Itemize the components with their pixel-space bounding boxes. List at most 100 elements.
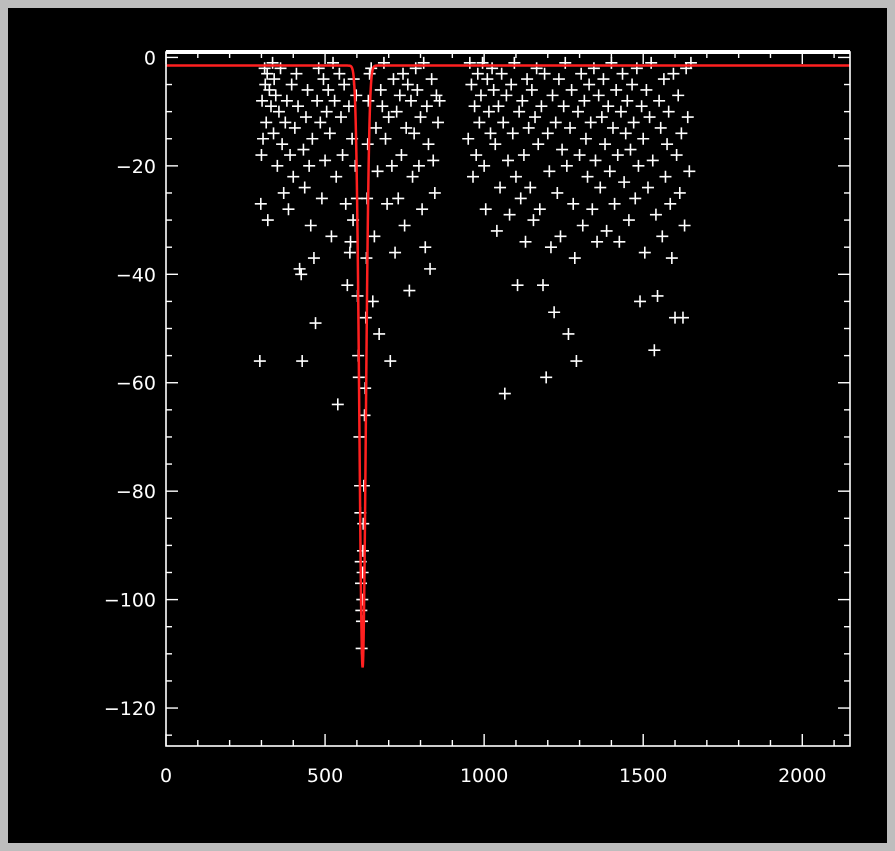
data-point <box>681 111 694 124</box>
data-point <box>404 94 417 107</box>
x-tick-label: 1500 <box>619 765 667 787</box>
data-point <box>417 56 430 69</box>
data-point <box>258 62 271 75</box>
data-point <box>376 100 389 113</box>
data-point <box>285 78 298 91</box>
data-point <box>325 230 338 243</box>
data-point <box>632 159 645 172</box>
data-point <box>331 398 344 411</box>
data-point <box>269 89 282 102</box>
data-point <box>646 154 659 167</box>
data-point <box>393 89 406 102</box>
data-point <box>377 56 390 69</box>
data-point <box>470 149 483 162</box>
data-point <box>492 100 505 113</box>
data-point <box>576 219 589 232</box>
data-point <box>397 67 410 80</box>
data-point <box>299 111 312 124</box>
data-point <box>608 197 621 210</box>
data-point <box>363 67 376 80</box>
data-point <box>536 279 549 292</box>
data-point <box>683 165 696 178</box>
data-point <box>659 170 672 183</box>
data-point <box>640 83 653 96</box>
x-tick-label: 500 <box>307 765 343 787</box>
data-point <box>465 78 478 91</box>
data-point <box>661 138 674 151</box>
data-point <box>467 170 480 183</box>
data-point <box>595 111 608 124</box>
data-point <box>529 111 542 124</box>
data-point <box>565 83 578 96</box>
data-point <box>296 355 309 368</box>
data-point <box>432 116 445 129</box>
y-tick-label: 0 <box>144 47 156 69</box>
data-point <box>398 219 411 232</box>
data-point <box>521 73 534 86</box>
data-point <box>581 170 594 183</box>
data-point <box>382 111 395 124</box>
data-point <box>323 127 336 140</box>
data-point <box>424 262 437 275</box>
data-point <box>571 105 584 118</box>
data-point <box>254 197 267 210</box>
data-point <box>606 121 619 134</box>
data-point <box>315 192 328 205</box>
data-point <box>648 344 661 357</box>
data-point <box>422 138 435 151</box>
data-point <box>603 165 616 178</box>
data-point <box>314 116 327 129</box>
data-point <box>503 208 516 221</box>
data-point <box>656 230 669 243</box>
data-point <box>267 127 280 140</box>
data-point <box>489 138 502 151</box>
data-point <box>414 111 427 124</box>
data-point <box>684 56 697 69</box>
data-point <box>339 197 352 210</box>
data-point <box>356 566 369 579</box>
data-point <box>301 83 314 96</box>
data-point <box>255 149 268 162</box>
data-point <box>369 121 382 134</box>
y-tick-label: −80 <box>116 481 156 503</box>
data-point <box>387 73 400 86</box>
x-tick-label: 0 <box>160 765 172 787</box>
data-point <box>256 94 269 107</box>
data-point <box>428 186 441 199</box>
data-point <box>295 268 308 281</box>
data-point <box>264 100 277 113</box>
x-tick-label: 1000 <box>460 765 508 787</box>
data-point <box>629 192 642 205</box>
data-point <box>274 62 287 75</box>
data-point <box>306 132 319 145</box>
data-point <box>645 56 658 69</box>
data-point <box>333 67 346 80</box>
data-point <box>297 143 310 156</box>
data-point <box>564 121 577 134</box>
data-point <box>559 56 572 69</box>
data-point <box>279 116 292 129</box>
data-point <box>570 355 583 368</box>
data-point <box>317 73 330 86</box>
data-point <box>276 138 289 151</box>
axes: 0 500 1000 1500 2000 0 −20 −40 −60 −80 −100 −120 <box>104 47 851 787</box>
data-point <box>517 149 530 162</box>
data-point <box>342 100 355 113</box>
data-point <box>557 100 570 113</box>
data-point <box>304 219 317 232</box>
data-point <box>390 105 403 118</box>
data-point <box>433 94 446 107</box>
y-tick-label: −60 <box>116 373 156 395</box>
data-point <box>500 89 513 102</box>
data-point <box>311 94 324 107</box>
data-point <box>468 100 481 113</box>
data-point <box>519 235 532 248</box>
data-point <box>290 67 303 80</box>
data-point <box>592 89 605 102</box>
data-point <box>616 67 629 80</box>
data-point <box>327 56 340 69</box>
data-point <box>478 159 491 172</box>
data-point <box>403 284 416 297</box>
data-point <box>490 224 503 237</box>
data-point <box>371 165 384 178</box>
